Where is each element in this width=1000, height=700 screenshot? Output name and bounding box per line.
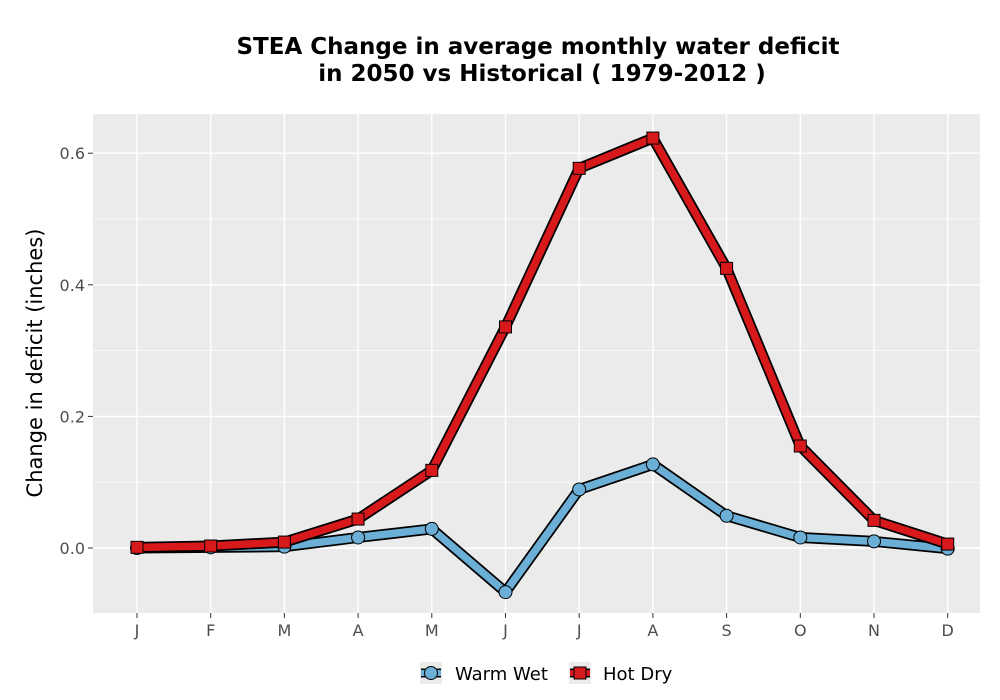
data-point — [793, 530, 808, 545]
x-tick-label: A — [647, 621, 658, 640]
data-point — [793, 439, 807, 453]
x-tick-label: M — [277, 621, 291, 640]
data-point — [425, 463, 439, 477]
y-axis-title: Change in deficit (inches) — [23, 229, 47, 498]
data-point — [277, 535, 291, 549]
legend-key-marker — [573, 666, 587, 680]
data-point — [941, 537, 955, 551]
data-point — [720, 261, 734, 275]
y-tick-label: 0.6 — [60, 144, 85, 163]
x-tick-label: D — [942, 621, 954, 640]
x-tick-label: N — [868, 621, 880, 640]
x-tick-label: J — [502, 621, 508, 640]
series-line — [133, 134, 952, 552]
data-point — [130, 540, 144, 554]
plot-panel — [93, 114, 980, 613]
y-tick-label: 0.0 — [60, 539, 85, 558]
x-tick-label: S — [722, 621, 732, 640]
data-point — [646, 131, 660, 145]
x-tick-label: A — [353, 621, 364, 640]
data-point — [351, 512, 365, 526]
data-point — [867, 534, 881, 549]
y-axis-ticks: 0.0 0.2 0.4 0.6 — [60, 144, 93, 558]
legend-item-hot-dry: Hot Dry — [569, 662, 673, 685]
legend-label: Warm Wet — [455, 664, 548, 685]
data-point — [351, 530, 366, 545]
grid-lines — [93, 87, 980, 613]
data-point — [572, 482, 587, 497]
data-point — [498, 585, 513, 600]
data-point — [204, 539, 218, 553]
data-point — [572, 161, 586, 175]
x-tick-label: M — [425, 621, 439, 640]
legend-label: Hot Dry — [603, 664, 673, 685]
data-point — [424, 521, 439, 536]
data-point — [645, 457, 660, 472]
legend-key-marker — [424, 666, 438, 680]
x-tick-label: F — [206, 621, 215, 640]
legend-item-warm-wet: Warm Wet — [420, 662, 548, 685]
data-point — [499, 320, 512, 334]
data-point — [867, 513, 881, 527]
y-tick-label: 0.2 — [60, 407, 85, 426]
chart-title-line2: in 2050 vs Historical ( 1979-2012 ) — [318, 61, 765, 87]
data-point — [719, 508, 734, 523]
chart-title-line1: STEA Change in average monthly water def… — [236, 34, 839, 60]
series-layer — [130, 131, 955, 600]
x-tick-label: O — [794, 621, 807, 640]
y-tick-label: 0.4 — [60, 276, 85, 295]
x-tick-label: J — [576, 621, 582, 640]
x-tick-label: J — [134, 621, 140, 640]
legend: Warm Wet Hot Dry — [420, 662, 673, 685]
series-hot-dry — [130, 131, 955, 554]
